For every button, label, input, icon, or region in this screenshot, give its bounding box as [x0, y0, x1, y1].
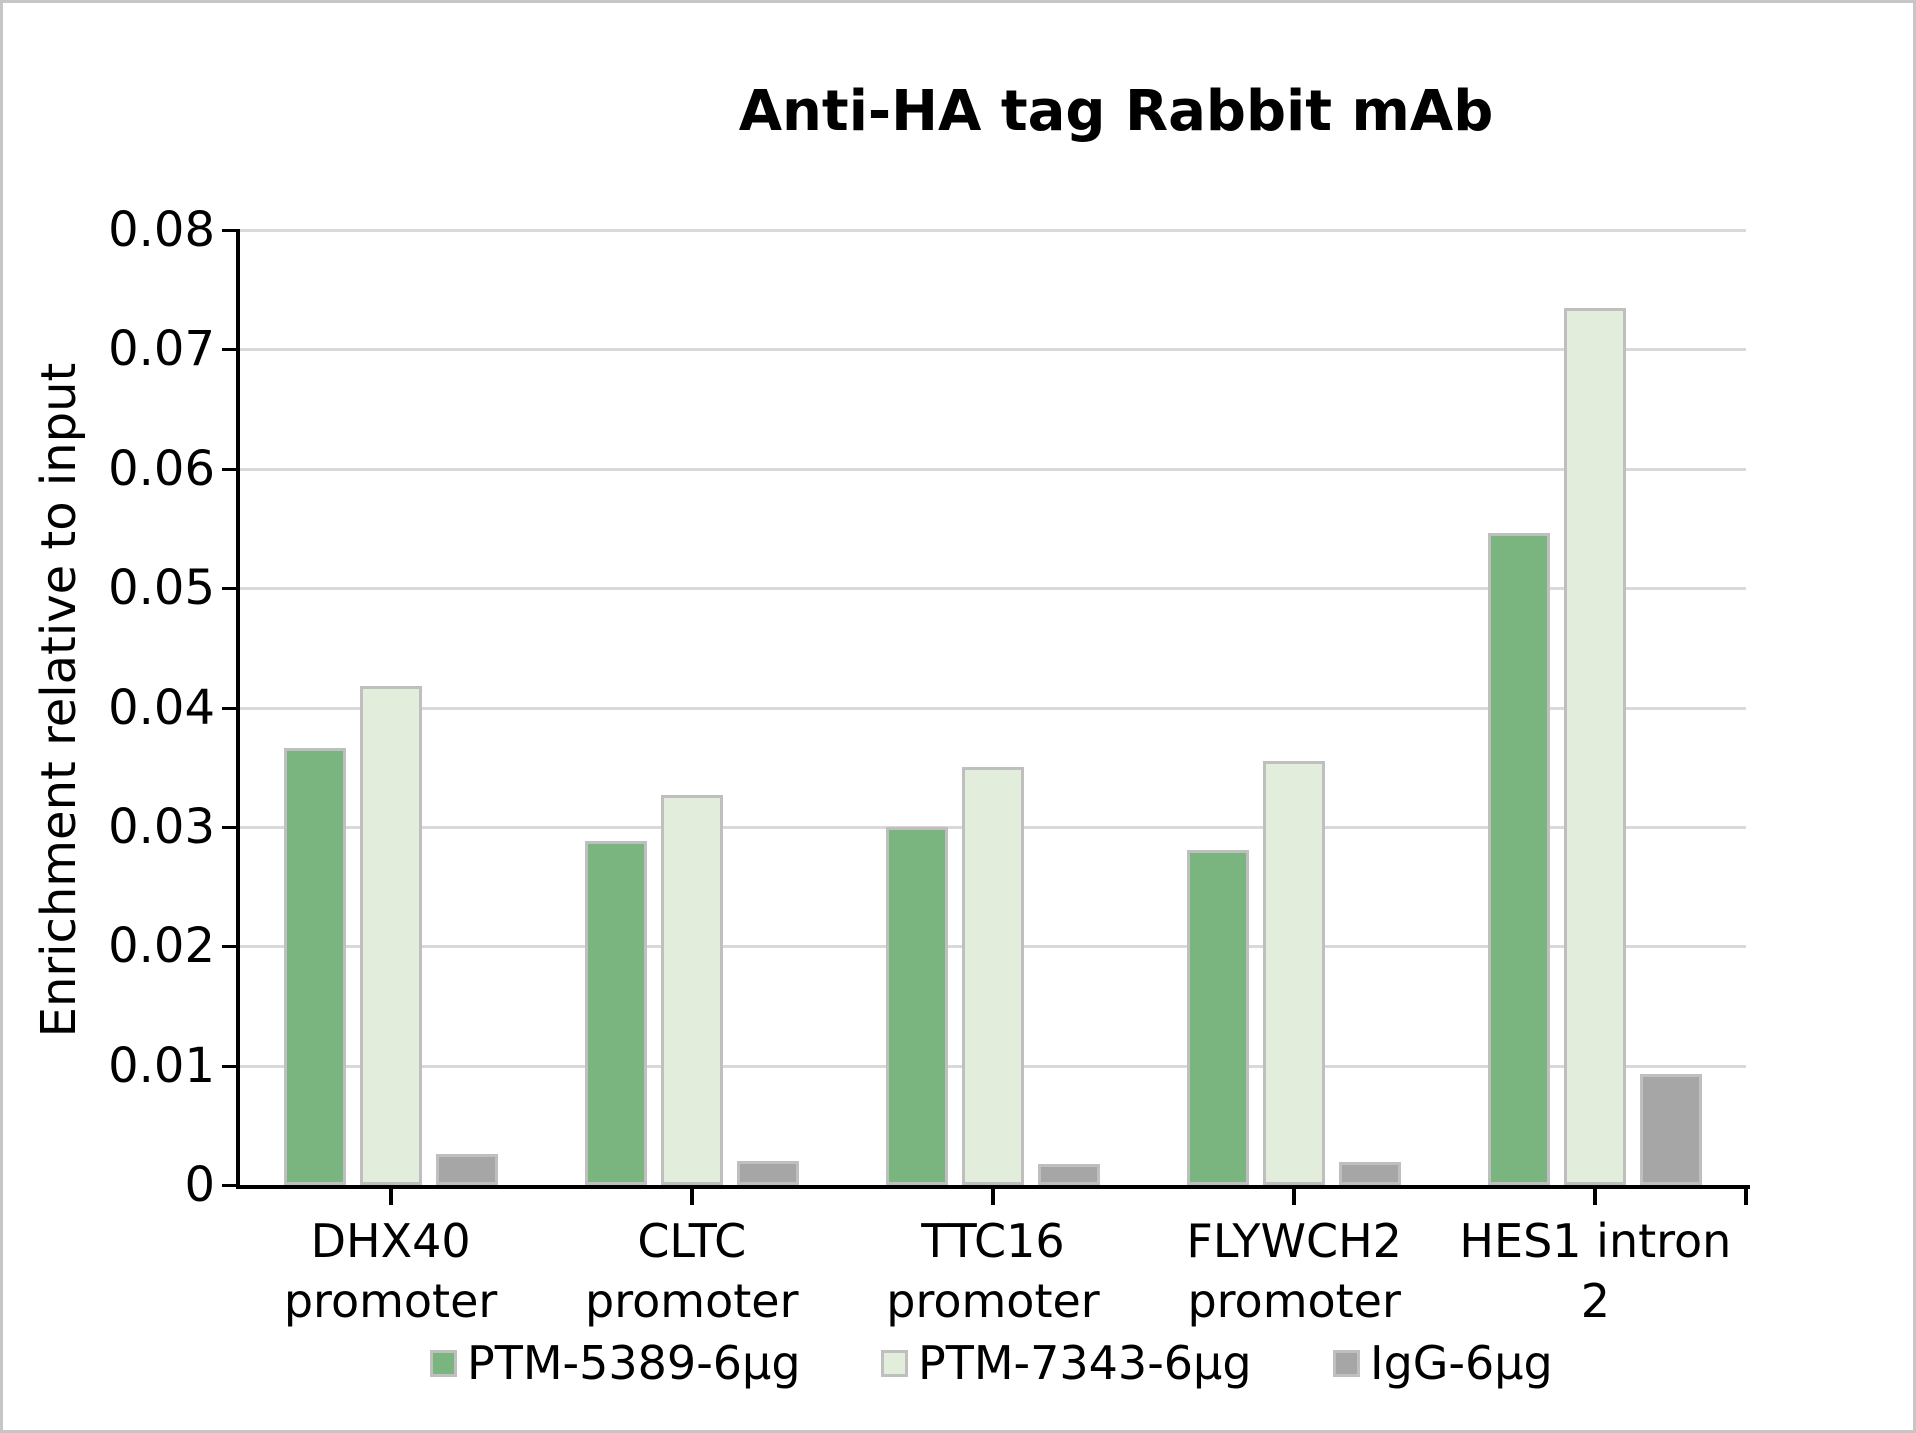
x-tick	[689, 1189, 694, 1205]
y-tick-label: 0.08	[108, 202, 215, 258]
y-tick	[222, 587, 240, 591]
gridline	[240, 587, 1746, 591]
y-tick-label: 0.01	[108, 1037, 215, 1094]
bar-IgG-6µg-TTC16 promoter	[1038, 1164, 1100, 1185]
category-label-DHX40 promoter: DHX40 promoter	[200, 1211, 581, 1331]
y-tick-label: 0	[184, 1157, 215, 1213]
x-tick	[1292, 1189, 1297, 1205]
y-tick-label: 0.04	[108, 679, 215, 736]
category-label-HES1 intron 2: HES1 intron 2	[1405, 1211, 1786, 1331]
category-label-line: DHX40	[310, 1214, 471, 1268]
category-label-CLTC promoter: CLTC promoter	[501, 1211, 882, 1331]
gridline	[240, 229, 1746, 232]
y-tick	[222, 1184, 240, 1187]
y-tick-label: 0.06	[108, 440, 215, 497]
category-label-line: promoter	[283, 1274, 498, 1328]
y-axis-line	[236, 230, 240, 1189]
legend-swatch-icon	[430, 1349, 457, 1377]
legend-label: IgG-6µg	[1370, 1336, 1553, 1390]
y-tick	[222, 1064, 240, 1068]
bar-IgG-6µg-FLYWCH2 promoter	[1339, 1162, 1402, 1185]
y-tick	[222, 229, 240, 232]
bar-PTM-7343-6µg-FLYWCH2 promoter	[1263, 761, 1326, 1185]
category-label-line: CLTC	[637, 1214, 747, 1268]
y-tick-label: 0.02	[108, 918, 215, 975]
y-tick	[222, 825, 240, 829]
bar-PTM-5389-6µg-HES1 intron 2	[1488, 533, 1551, 1185]
legend-swatch-icon	[1333, 1349, 1360, 1377]
x-axis-line	[236, 1185, 1750, 1189]
y-tick	[222, 467, 240, 471]
legend-label: PTM-5389-6µg	[467, 1336, 801, 1390]
plot-area	[240, 229, 1746, 1185]
bar-PTM-7343-6µg-CLTC promoter	[660, 795, 723, 1185]
gridline	[240, 467, 1746, 471]
category-label-line: HES1 intron	[1459, 1214, 1732, 1268]
category-label-line: 2	[1580, 1274, 1611, 1328]
bar-PTM-5389-6µg-FLYWCH2 promoter	[1187, 850, 1250, 1185]
legend-item-PTM-7343-6µg: PTM-7343-6µg	[881, 1336, 1252, 1390]
bar-PTM-7343-6µg-HES1 intron 2	[1564, 308, 1627, 1185]
category-label-FLYWCH2 promoter: FLYWCH2 promoter	[1104, 1211, 1485, 1331]
y-tick-label: 0.03	[108, 798, 215, 855]
gridline	[240, 706, 1746, 710]
y-tick	[222, 348, 240, 352]
bar-PTM-5389-6µg-CLTC promoter	[584, 841, 647, 1185]
legend-label: PTM-7343-6µg	[918, 1336, 1252, 1390]
x-tick	[388, 1189, 393, 1205]
chart-title: Anti-HA tag Rabbit mAb	[738, 79, 1494, 144]
y-tick-label: 0.07	[108, 321, 215, 378]
category-label-line: TTC16	[921, 1214, 1065, 1268]
y-tick-label: 0.05	[108, 560, 215, 617]
legend: PTM-5389-6µg PTM-7343-6µg IgG-6µg	[3, 1336, 1913, 1396]
category-label-line: promoter	[585, 1274, 799, 1328]
legend-item-PTM-5389-6µg: PTM-5389-6µg	[430, 1336, 801, 1390]
bar-PTM-7343-6µg-DHX40 promoter	[359, 686, 422, 1185]
bar-IgG-6µg-CLTC promoter	[736, 1161, 799, 1185]
y-tick	[222, 945, 240, 949]
legend-swatch-icon	[881, 1349, 908, 1377]
category-label-line: FLYWCH2	[1186, 1214, 1402, 1268]
bar-IgG-6µg-DHX40 promoter	[435, 1154, 498, 1185]
x-tick	[1593, 1189, 1598, 1205]
bar-PTM-5389-6µg-TTC16 promoter	[886, 827, 948, 1185]
gridline	[240, 348, 1746, 352]
x-tick-end	[1744, 1189, 1748, 1205]
y-tick	[222, 706, 240, 710]
category-label-TTC16 promoter: TTC16 promoter	[802, 1211, 1183, 1331]
legend-item-IgG-6µg: IgG-6µg	[1333, 1336, 1553, 1390]
x-tick	[991, 1189, 995, 1205]
bar-PTM-5389-6µg-DHX40 promoter	[283, 748, 346, 1185]
category-label-line: promoter	[1187, 1274, 1401, 1328]
bar-IgG-6µg-HES1 intron 2	[1640, 1074, 1703, 1185]
category-label-line: promoter	[886, 1274, 1100, 1328]
bar-PTM-7343-6µg-TTC16 promoter	[962, 767, 1024, 1185]
